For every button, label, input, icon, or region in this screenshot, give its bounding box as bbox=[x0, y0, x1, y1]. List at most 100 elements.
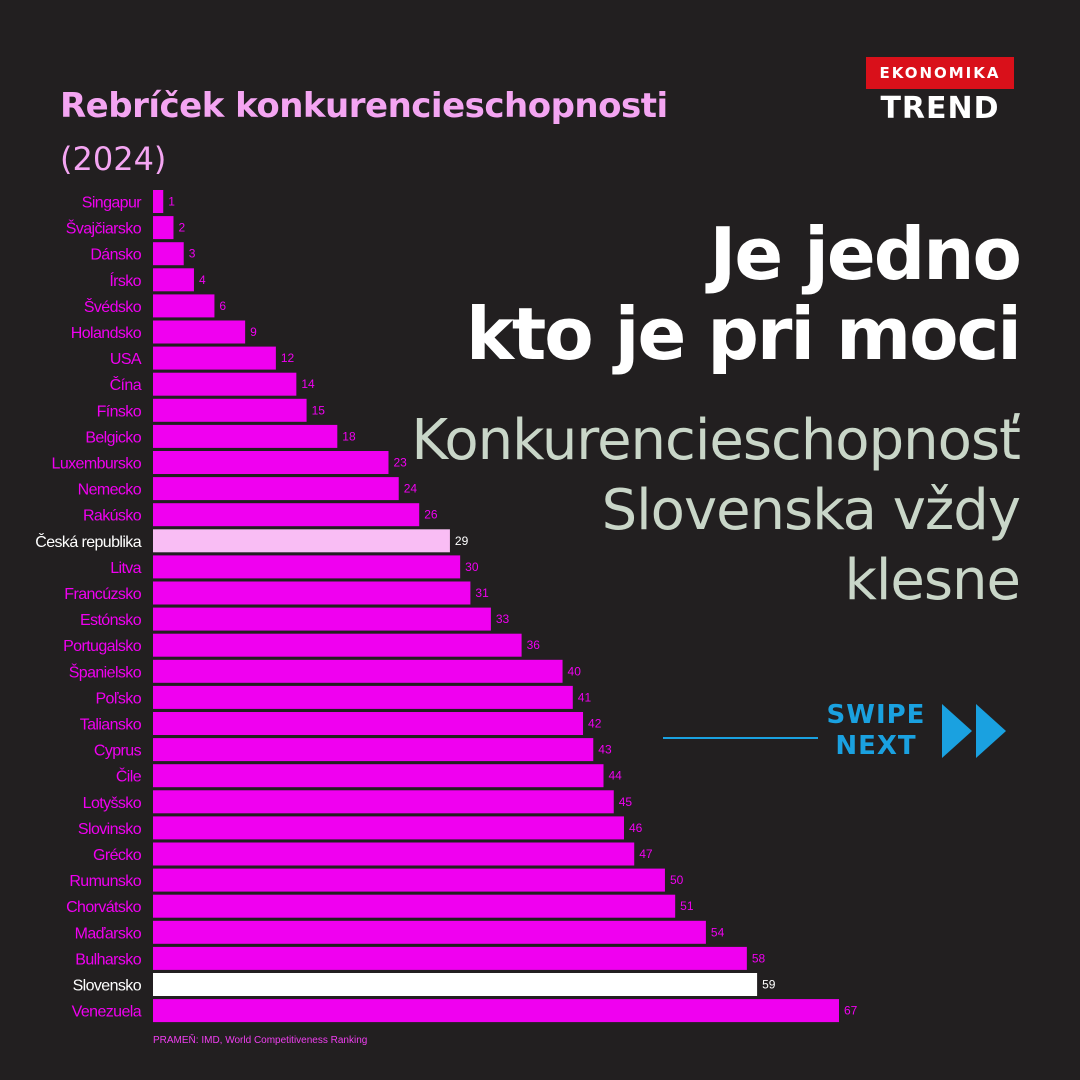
headline-line-1: Je jedno bbox=[709, 212, 1022, 296]
bar-chorvatsko bbox=[153, 894, 676, 918]
source-note: PRAMEŇ: IMD, World Competitiveness Ranki… bbox=[153, 1035, 368, 1046]
category-label-rumunsko: Rumunsko bbox=[69, 873, 141, 890]
value-label-chorvatsko: 51 bbox=[680, 899, 694, 913]
subheadline-line-2: Slovenska vždy bbox=[601, 478, 1021, 543]
value-label-cina: 14 bbox=[301, 377, 315, 391]
chart-year: (2024) bbox=[60, 140, 167, 178]
category-label-irsko: Írsko bbox=[109, 271, 141, 290]
value-label-slovinsko: 46 bbox=[629, 821, 643, 835]
category-label-dansko: Dánsko bbox=[90, 247, 141, 264]
category-label-spanielsko: Španielsko bbox=[69, 662, 142, 681]
category-label-chorvatsko: Chorvátsko bbox=[66, 899, 142, 916]
bar-svajciarsko bbox=[153, 216, 174, 240]
bar-estonsko bbox=[153, 607, 491, 631]
subheadline-line-1: Konkurencieschopnosť bbox=[411, 408, 1021, 473]
category-label-polsko: Poľsko bbox=[95, 690, 141, 707]
category-label-finsko: Fínsko bbox=[97, 403, 142, 420]
value-label-francuzsko: 31 bbox=[475, 586, 489, 600]
value-label-cile: 44 bbox=[609, 769, 623, 783]
value-label-bulharsko: 58 bbox=[752, 951, 766, 965]
value-label-irsko: 4 bbox=[199, 273, 206, 287]
logo-badge-ekonomika: EKONOMIKA bbox=[866, 57, 1014, 89]
value-label-finsko: 15 bbox=[312, 403, 326, 417]
category-label-holandsko: Holandsko bbox=[71, 325, 142, 342]
double-chevron-right-icon[interactable] bbox=[940, 700, 1010, 762]
bar-spanielsko bbox=[153, 659, 563, 683]
bar-slovinsko bbox=[153, 816, 624, 840]
bar-polsko bbox=[153, 685, 573, 709]
value-label-rumunsko: 50 bbox=[670, 873, 684, 887]
value-label-usa: 12 bbox=[281, 351, 295, 365]
value-label-spanielsko: 40 bbox=[568, 664, 582, 678]
bar-svedsko bbox=[153, 294, 215, 318]
value-label-luxembursko: 23 bbox=[393, 456, 407, 470]
value-label-singapur: 1 bbox=[168, 195, 175, 209]
bar-singapur bbox=[153, 190, 164, 213]
category-label-cyprus: Cyprus bbox=[94, 743, 142, 760]
value-label-nemecko: 24 bbox=[404, 482, 418, 496]
value-label-estonsko: 33 bbox=[496, 612, 510, 626]
subheadline: Konkurencieschopnosť Slovenska vždy kles… bbox=[411, 406, 1021, 616]
value-label-belgicko: 18 bbox=[342, 429, 356, 443]
bar-rakusko bbox=[153, 503, 420, 527]
value-label-ceska-republika: 29 bbox=[455, 534, 469, 548]
value-label-svedsko: 6 bbox=[219, 299, 226, 313]
bar-rumunsko bbox=[153, 868, 665, 892]
category-label-litva: Litva bbox=[110, 560, 141, 577]
bar-litva bbox=[153, 555, 461, 579]
subheadline-line-3: klesne bbox=[844, 548, 1021, 613]
headline-line-2: kto je pri moci bbox=[465, 292, 1022, 376]
bar-bulharsko bbox=[153, 946, 747, 970]
bar-cile bbox=[153, 764, 604, 788]
value-label-polsko: 41 bbox=[578, 690, 592, 704]
value-label-lotyssko: 45 bbox=[619, 795, 633, 809]
category-label-grecko: Grécko bbox=[93, 847, 142, 864]
category-label-belgicko: Belgicko bbox=[85, 429, 141, 446]
chart-title: Rebríček konkurencieschopnosti bbox=[60, 86, 668, 126]
category-label-estonsko: Estónsko bbox=[80, 612, 142, 629]
category-label-cina: Čína bbox=[110, 375, 142, 394]
value-label-madarsko: 54 bbox=[711, 925, 725, 939]
category-label-lotyssko: Lotyšsko bbox=[83, 795, 142, 812]
bar-portugalsko bbox=[153, 633, 522, 657]
bar-taliansko bbox=[153, 712, 584, 735]
value-label-taliansko: 42 bbox=[588, 717, 602, 731]
value-label-slovensko: 59 bbox=[762, 978, 776, 992]
category-label-luxembursko: Luxembursko bbox=[52, 456, 142, 473]
value-label-dansko: 3 bbox=[189, 247, 196, 261]
category-label-rakusko: Rakúsko bbox=[83, 508, 142, 525]
bar-cina bbox=[153, 372, 297, 396]
category-label-singapur: Singapur bbox=[82, 195, 143, 212]
category-label-ceska-republika: Česká republika bbox=[35, 532, 141, 551]
bar-usa bbox=[153, 346, 276, 370]
category-label-bulharsko: Bulharsko bbox=[75, 951, 141, 968]
category-label-portugalsko: Portugalsko bbox=[63, 638, 142, 655]
value-label-rakusko: 26 bbox=[424, 508, 438, 522]
value-label-cyprus: 43 bbox=[598, 743, 612, 757]
category-label-nemecko: Nemecko bbox=[78, 482, 142, 499]
headline: Je jedno kto je pri moci bbox=[465, 212, 1022, 376]
category-label-svajciarsko: Švajčiarsko bbox=[66, 219, 142, 238]
logo-wordmark-trend: TREND bbox=[880, 91, 1000, 126]
bar-lotyssko bbox=[153, 790, 614, 814]
bar-irsko bbox=[153, 268, 194, 292]
value-label-holandsko: 9 bbox=[250, 325, 257, 339]
value-label-portugalsko: 36 bbox=[527, 638, 541, 652]
bar-francuzsko bbox=[153, 581, 471, 605]
bar-cyprus bbox=[153, 738, 594, 762]
bar-slovensko bbox=[153, 973, 758, 996]
bar-belgicko bbox=[153, 424, 338, 448]
bar-grecko bbox=[153, 842, 635, 866]
category-label-usa: USA bbox=[110, 351, 142, 368]
bar-holandsko bbox=[153, 320, 246, 344]
value-label-venezuela: 67 bbox=[844, 1004, 858, 1018]
category-label-cile: Čile bbox=[116, 767, 142, 786]
bar-ceska-republika bbox=[153, 529, 450, 553]
bar-dansko bbox=[153, 242, 184, 266]
bar-luxembursko bbox=[153, 451, 389, 474]
next-label: NEXT bbox=[835, 731, 917, 761]
category-label-svedsko: Švédsko bbox=[84, 297, 142, 316]
bar-finsko bbox=[153, 398, 307, 422]
swipe-next-button[interactable]: SWIPE NEXT bbox=[826, 700, 926, 762]
